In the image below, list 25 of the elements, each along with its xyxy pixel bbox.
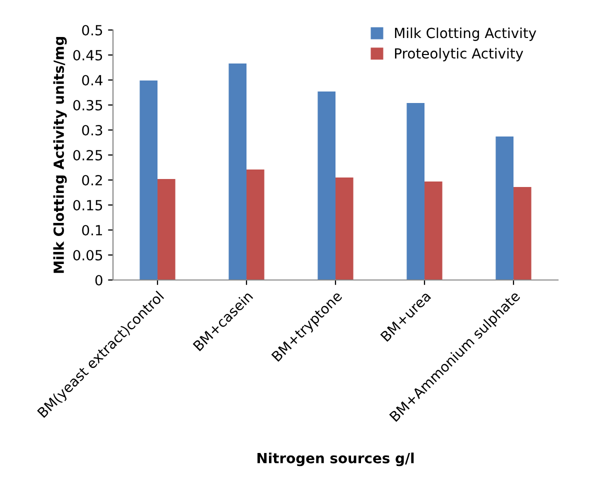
legend-label: Milk Clotting Activity <box>395 28 536 41</box>
y-tick-label: 0.25 <box>73 150 102 160</box>
y-axis-title: Milk Clotting Activity units/mg <box>53 37 67 273</box>
bar <box>406 103 424 280</box>
y-tick-label: 0.3 <box>82 124 102 136</box>
y-tick-label: 0.5 <box>82 24 102 36</box>
bar <box>246 170 264 280</box>
y-tick-label: 0.2 <box>82 174 102 186</box>
bar <box>496 136 514 280</box>
x-axis-title: Nitrogen sources g/l <box>257 452 414 466</box>
y-tick-label: 0.35 <box>73 100 102 110</box>
bar <box>336 178 354 280</box>
y-tick-label: 0.1 <box>82 224 102 236</box>
bar <box>424 182 442 280</box>
y-tick-label: 0.05 <box>73 250 102 260</box>
y-tick-label: 0.45 <box>73 50 102 60</box>
bar <box>158 179 176 280</box>
y-tick-label: 0.15 <box>73 200 102 210</box>
y-tick-label: 0 <box>95 274 102 286</box>
bar <box>140 80 158 280</box>
legend-label: Proteolytic Activity <box>395 48 524 62</box>
bar <box>514 187 532 280</box>
y-tick-label: 0.4 <box>82 74 102 86</box>
bar <box>318 92 336 280</box>
bar <box>228 64 246 280</box>
